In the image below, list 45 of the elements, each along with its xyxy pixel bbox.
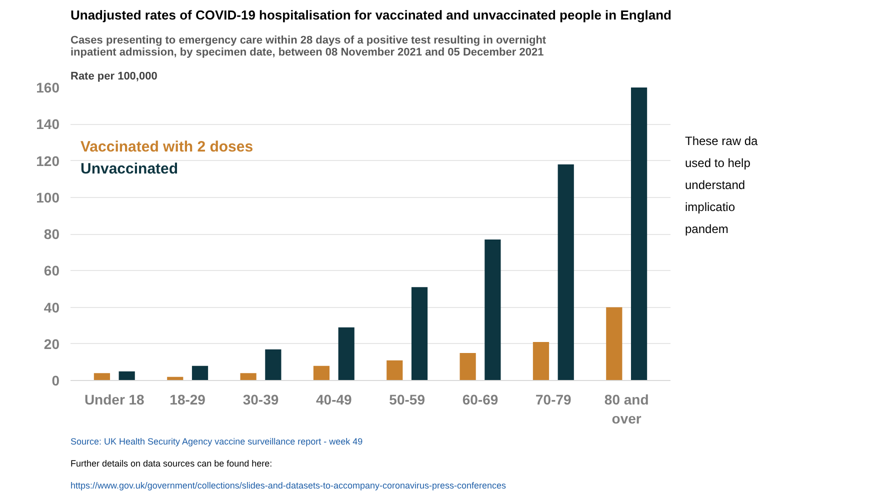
text: These raw da	[685, 134, 758, 148]
x-tick-label: 60-69	[462, 392, 498, 408]
source-note: Source: UK Health Security Agency vaccine surveillance report - week 49	[70, 436, 363, 446]
text: pandem	[685, 222, 728, 236]
bar	[240, 373, 256, 380]
bar	[265, 349, 282, 380]
text: used to help	[685, 156, 750, 170]
text: Unvaccinated	[80, 160, 178, 178]
bar	[630, 88, 648, 380]
text: understand	[685, 178, 746, 192]
x-tick-label: 70-79	[536, 392, 572, 408]
x-tick-label: 50-59	[389, 392, 426, 408]
x-tick-label: Under 18	[84, 392, 145, 408]
x-tick-label: 40-49	[316, 392, 352, 408]
x-tick-label: 80 and over	[604, 392, 649, 427]
bar	[338, 327, 354, 380]
y-tick-label: 0	[52, 372, 60, 388]
text: implicatio	[685, 200, 736, 214]
text: https://www.gov.uk/government/collections/slides-and-datasets-to-accompany-coronavirus-press-conferences	[70, 480, 507, 490]
text: Further details on data sources can be found here:	[70, 458, 272, 468]
bar	[606, 307, 622, 380]
x-tick-label: 18-29	[170, 392, 206, 408]
bar	[386, 360, 403, 380]
y-tick-label: 40	[44, 299, 60, 316]
y-tick-label: 80	[44, 226, 60, 242]
bar	[94, 373, 110, 380]
bar	[192, 366, 208, 380]
chart-subtitle: Cases presenting to emergency care within 28 days of a positive test resulting in overnight inpatient admission, by specimen date, between 08 November 2021 and 05 December 2021	[70, 34, 546, 58]
y-tick-label: 100	[36, 189, 60, 206]
y-tick-label: 140	[36, 116, 60, 132]
y-tick-label: 20	[44, 336, 60, 352]
y-tick-label: 120	[36, 152, 60, 169]
text: Vaccinated with 2 doses	[80, 138, 254, 156]
bar	[532, 342, 550, 380]
bar	[558, 164, 574, 380]
bar	[411, 287, 428, 380]
chart-title: Unadjusted rates of COVID-19 hospitalisation for vaccinated and unvaccinated people in England	[70, 8, 672, 22]
x-tick-label: 30-39	[242, 392, 279, 408]
bar	[313, 366, 330, 380]
bar	[460, 353, 476, 380]
y-axis-title: Rate per 100,000	[70, 70, 158, 82]
bar	[484, 239, 501, 380]
bar	[118, 371, 135, 380]
y-tick-label: 60	[44, 262, 60, 279]
y-tick-label: 160	[36, 80, 60, 96]
